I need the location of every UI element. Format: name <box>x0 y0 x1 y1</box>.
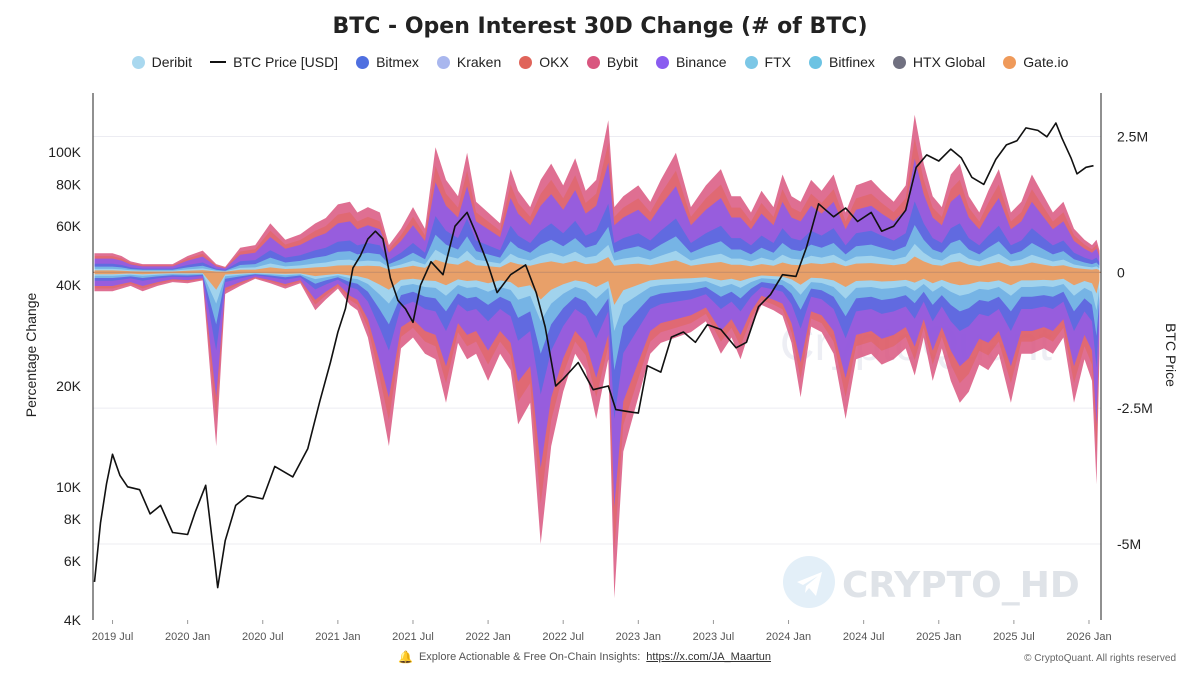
x-tick-label: 2022 Jul <box>542 631 584 643</box>
left-tick-label: 8K <box>64 511 82 527</box>
left-tick-label: 100K <box>48 144 81 160</box>
x-tick-label: 2024 Jul <box>843 631 885 643</box>
watermark-corner: CRYPTO_HD <box>783 556 1080 608</box>
oi-change-area <box>94 256 1100 305</box>
footer-link[interactable]: https://x.com/JA_Maartun <box>646 651 772 663</box>
right-tick-label: -2.5M <box>1117 400 1153 416</box>
oi-change-areas <box>93 114 1101 599</box>
legend-label: BTC Price [USD] <box>233 54 339 70</box>
legend-item[interactable]: Deribit <box>131 54 193 70</box>
x-tick-label: 2021 Jul <box>392 631 434 643</box>
legend-item[interactable]: FTX <box>744 54 791 70</box>
legend-label: Bitfinex <box>828 54 875 70</box>
x-tick-label: 2025 Jul <box>993 631 1035 643</box>
left-tick-label: 4K <box>64 612 82 628</box>
x-tick-label: 2021 Jan <box>315 631 360 643</box>
legend-item[interactable]: OKX <box>519 54 569 70</box>
price-series <box>93 122 1094 589</box>
left-axis-label: Percentage Change <box>23 293 39 418</box>
x-tick-label: 2025 Jan <box>916 631 961 643</box>
legend-swatch <box>356 55 370 69</box>
legend-swatch <box>210 61 227 63</box>
x-tick-label: 2019 Jul <box>92 631 134 643</box>
legend-item[interactable]: Bitmex <box>356 54 419 70</box>
right-tick-label: 0 <box>1117 264 1125 280</box>
left-tick-label: 80K <box>56 176 82 192</box>
watermark-corner-text: CRYPTO_HD <box>842 565 1080 606</box>
legend-swatch <box>436 55 450 69</box>
legend-label: Gate.io <box>1023 54 1069 70</box>
legend-item[interactable]: Kraken <box>436 54 502 70</box>
x-tick-label: 2022 Jan <box>465 631 510 643</box>
legend-swatch <box>1003 55 1017 69</box>
legend-item[interactable]: HTX Global <box>892 54 986 70</box>
left-tick-label: 10K <box>56 479 82 495</box>
x-tick-label: 2023 Jan <box>616 631 661 643</box>
footer-text: Explore Actionable & Free On-Chain Insig… <box>418 651 641 663</box>
legend-swatch <box>892 55 906 69</box>
right-axis-label: BTC Price <box>1163 323 1179 387</box>
chart-title: BTC - Open Interest 30D Change (# of BTC… <box>332 14 868 39</box>
left-tick-label: 20K <box>56 378 82 394</box>
legend-item[interactable]: Binance <box>655 54 727 70</box>
legend-label: FTX <box>764 54 791 70</box>
chart-legend: Deribit BTC Price [USD] Bitmex Kraken OKX Byb… <box>0 54 1200 70</box>
x-tick-label: 2020 Jul <box>242 631 284 643</box>
legend-swatch <box>655 55 669 69</box>
axes: 4K 6K 8K 10K 20K 40K 60K 80K 100K 2.5M 0 -2.5M -5M 20… <box>48 93 1153 643</box>
legend-swatch <box>519 55 533 69</box>
telegram-logo-icon <box>783 556 835 608</box>
copyright: © CryptoQuant. All rights reserved <box>1024 653 1176 664</box>
legend-swatch <box>586 55 600 69</box>
footer: 🔔 Explore Actionable & Free On-Chain Ins… <box>398 650 771 664</box>
left-tick-label: 40K <box>56 277 82 293</box>
legend-item[interactable]: Bitfinex <box>808 54 875 70</box>
legend-label: Binance <box>675 54 727 70</box>
legend-swatch <box>808 55 822 69</box>
legend-label: Bybit <box>606 54 638 70</box>
legend-label: HTX Global <box>912 54 986 70</box>
left-tick-label: 60K <box>56 218 82 234</box>
telegram-plane-icon <box>797 572 822 596</box>
x-tick-label: 2020 Jan <box>165 631 210 643</box>
legend-item[interactable]: Bybit <box>586 54 638 70</box>
btc-price-line <box>93 122 1094 589</box>
legend-item[interactable]: Gate.io <box>1003 54 1068 70</box>
legend-label: Kraken <box>456 54 502 70</box>
bell-icon: 🔔 <box>398 650 413 664</box>
right-tick-label: 2.5M <box>1117 128 1148 144</box>
legend-swatch <box>131 55 145 69</box>
left-tick-label: 6K <box>64 553 82 569</box>
x-tick-label: 2024 Jan <box>766 631 811 643</box>
x-tick-label: 2023 Jul <box>693 631 735 643</box>
legend-item[interactable]: BTC Price [USD] <box>210 54 338 70</box>
legend-label: Bitmex <box>376 54 419 70</box>
legend-label: OKX <box>539 54 569 70</box>
legend-swatch <box>744 55 758 69</box>
legend-label: Deribit <box>151 54 193 70</box>
right-tick-label: -5M <box>1117 536 1141 552</box>
x-tick-label: 2026 Jan <box>1066 631 1111 643</box>
